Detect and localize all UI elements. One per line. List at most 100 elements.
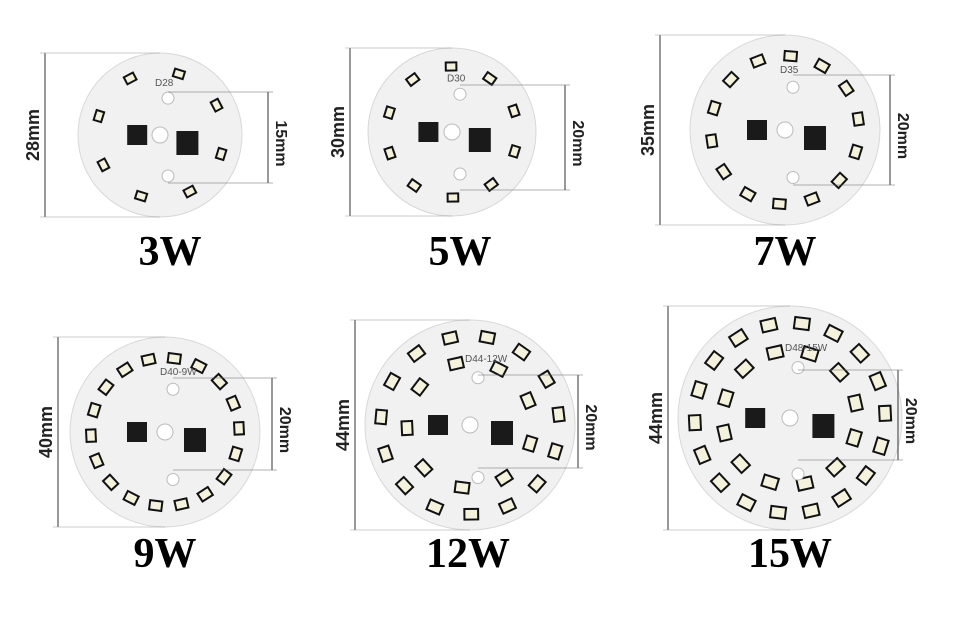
diameter-label: 40mm xyxy=(36,406,56,458)
led-chip xyxy=(783,49,799,63)
board-model-print: D28 xyxy=(155,78,174,89)
power-label-12w: 12W xyxy=(426,531,510,577)
led-chip xyxy=(837,79,855,98)
led-chip xyxy=(703,349,725,372)
led-chip xyxy=(92,108,106,124)
led-chip xyxy=(813,57,832,75)
board-model-print: D44-12W xyxy=(465,354,508,365)
led-chip xyxy=(383,145,397,161)
spacing-label: 20mm xyxy=(569,120,586,166)
led-chip xyxy=(182,184,198,199)
led-chip xyxy=(84,428,98,444)
led-chip xyxy=(210,372,229,391)
led-chip xyxy=(738,185,757,203)
led-chip xyxy=(410,376,430,398)
led-chip xyxy=(855,464,877,487)
led-chip xyxy=(444,61,458,72)
power-label-5w: 5W xyxy=(428,229,492,275)
led-chip xyxy=(537,369,557,390)
power-label-15w: 15W xyxy=(748,531,832,577)
board-model-print: D35 xyxy=(780,65,799,76)
led-board-7w: D35 xyxy=(689,34,881,226)
led-chip xyxy=(727,327,750,349)
led-chip xyxy=(394,475,415,496)
diameter-label: 44mm xyxy=(333,399,353,451)
led-chip xyxy=(413,457,434,478)
led-chip xyxy=(507,143,522,159)
power-label-9w: 9W xyxy=(133,531,197,577)
led-chip xyxy=(792,315,812,332)
led-chip xyxy=(521,434,539,454)
led-chip xyxy=(749,53,767,69)
led-chip xyxy=(478,329,497,346)
led-board-3w: D28 xyxy=(77,52,243,218)
board-model-print: D40-9W xyxy=(160,367,197,378)
led-chip xyxy=(173,497,190,512)
led-chip xyxy=(851,111,865,127)
led-chip xyxy=(494,468,515,488)
led-chip xyxy=(799,344,820,363)
diameter-label: 30mm xyxy=(328,106,348,158)
led-chip xyxy=(847,393,864,413)
led-chip xyxy=(147,498,164,513)
led-chip xyxy=(803,191,821,207)
led-chip xyxy=(404,71,421,88)
led-chip xyxy=(519,390,537,411)
board-model-print: D30 xyxy=(447,74,466,85)
led-chip xyxy=(768,504,788,521)
led-chip xyxy=(140,352,157,367)
led-chip xyxy=(546,441,564,461)
led-chip xyxy=(133,189,149,203)
led-chip xyxy=(209,97,224,113)
led-chip xyxy=(446,355,466,372)
diameter-label: 44mm xyxy=(646,392,666,444)
led-chip xyxy=(828,361,850,384)
led-chip xyxy=(488,359,509,379)
led-chip xyxy=(166,351,183,366)
spacing-label: 20mm xyxy=(582,404,599,450)
spacing-label: 15mm xyxy=(272,120,289,166)
led-chip xyxy=(232,420,246,436)
led-chip xyxy=(497,496,518,516)
led-chip xyxy=(382,371,402,392)
led-chip xyxy=(716,388,735,409)
led-chip xyxy=(735,492,758,513)
led-chip xyxy=(377,444,395,464)
led-chip xyxy=(122,489,141,507)
led-chip xyxy=(706,99,722,117)
led-chip xyxy=(400,419,414,437)
led-chip xyxy=(88,451,105,470)
led-chip xyxy=(86,401,102,419)
led-chip xyxy=(481,70,498,87)
led-board-12w: D44-12W xyxy=(364,319,576,531)
led-chip xyxy=(830,487,853,509)
led-chip xyxy=(171,67,187,81)
led-chip xyxy=(425,498,445,516)
led-chip xyxy=(382,105,397,121)
led-chip xyxy=(849,342,871,365)
spacing-label: 20mm xyxy=(894,113,911,159)
led-chip xyxy=(730,452,752,475)
led-chip xyxy=(760,473,781,492)
board-model-print: D48-15W xyxy=(785,343,828,354)
led-chip xyxy=(406,343,427,364)
led-chip xyxy=(715,162,733,181)
led-chip xyxy=(511,342,532,362)
spacing-label: 20mm xyxy=(902,398,919,444)
led-chip xyxy=(101,473,120,492)
led-chip xyxy=(705,133,719,149)
led-chip xyxy=(848,143,864,161)
led-chip xyxy=(441,330,460,346)
led-chip xyxy=(822,323,845,344)
led-chip xyxy=(96,157,111,173)
diameter-label: 28mm xyxy=(23,109,43,161)
led-chip xyxy=(189,357,208,375)
led-chip xyxy=(483,176,500,193)
led-chip xyxy=(687,413,703,432)
led-chip xyxy=(527,473,548,494)
led-chip xyxy=(446,192,460,203)
led-board-9w: D40-9W xyxy=(69,336,261,528)
led-chip xyxy=(214,146,228,162)
